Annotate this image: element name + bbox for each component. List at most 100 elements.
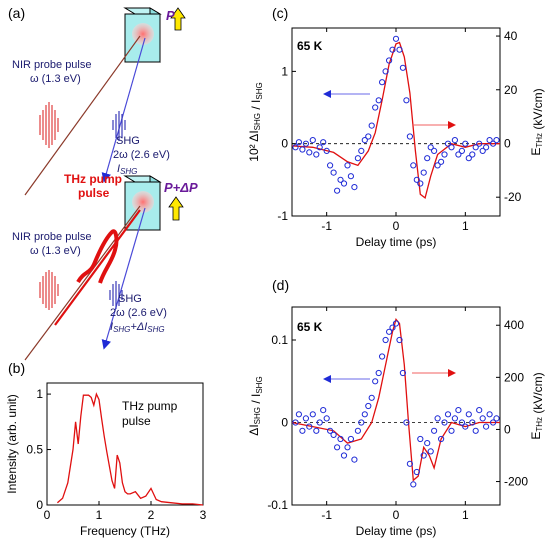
chart-c-ytick-label: 1 bbox=[281, 64, 288, 78]
chart-d-data-point bbox=[313, 427, 320, 434]
chart-d-data-point bbox=[302, 415, 309, 422]
chart-c-data-point bbox=[309, 137, 316, 144]
thz-pulse bbox=[76, 229, 119, 284]
chart-c-data-point bbox=[292, 144, 299, 151]
chart-c-data-point bbox=[299, 146, 306, 153]
shg-pulse-bottom bbox=[109, 281, 123, 309]
panel-c-label: (c) bbox=[272, 5, 288, 21]
shg-energy-top: 2ω (2.6 eV) bbox=[113, 149, 170, 161]
chart-c-frame bbox=[291, 27, 501, 217]
chart-c-data-point bbox=[403, 97, 410, 104]
chart-b-xtick-label: 0 bbox=[44, 508, 51, 522]
chart-d-data-point bbox=[403, 419, 410, 426]
polarization-label-bottom: P+ΔP bbox=[164, 180, 198, 195]
chart-d-data-point bbox=[455, 407, 462, 414]
panel-b-annotation-1: THz pump bbox=[122, 399, 178, 413]
chart-c-ethz-line bbox=[291, 41, 500, 200]
chart-c-data-point bbox=[472, 144, 479, 151]
chart-d-data-point bbox=[344, 444, 351, 451]
chart-c-data-point bbox=[469, 151, 476, 158]
chart-c-data-point bbox=[396, 46, 403, 53]
chart-d-ethz-line bbox=[291, 318, 500, 482]
panel-b-annotation-2: pulse bbox=[122, 414, 151, 428]
chart-b-xtick-label: 2 bbox=[148, 508, 155, 522]
chart-c-y2tick-label: 20 bbox=[504, 83, 518, 97]
chart-d-data-point bbox=[327, 427, 334, 434]
chart-d-data-point bbox=[413, 468, 420, 476]
chart-b-ylabel: Intensity (arb. unit) bbox=[5, 394, 19, 493]
chart-d-data-point bbox=[410, 481, 417, 488]
chart-c-data-point bbox=[365, 133, 372, 140]
chart-d-ytick-label: 0.1 bbox=[271, 333, 288, 347]
pump-title-2: pulse bbox=[78, 186, 110, 200]
chart-d-data-point bbox=[334, 444, 341, 451]
chart-d-data-point bbox=[427, 448, 434, 455]
chart-c-data-point bbox=[465, 155, 472, 162]
probe-energy-bottom: ω (1.3 eV) bbox=[30, 245, 81, 257]
chart-c-data-point bbox=[337, 176, 344, 183]
chart-d-data-point bbox=[493, 415, 500, 422]
chart-c-data-point bbox=[462, 140, 469, 147]
chart-c-data-point bbox=[490, 140, 497, 147]
chart-b-xtick-label: 1 bbox=[96, 508, 103, 522]
chart-d-data-point bbox=[365, 402, 372, 410]
chart-d-data-point bbox=[361, 411, 368, 418]
chart-d-data-point bbox=[424, 440, 431, 447]
chart-d-data-point bbox=[441, 419, 448, 426]
chart-d-data-point bbox=[417, 435, 424, 443]
chart-c-ylabel: 10² ΔISHG / ISHG bbox=[247, 82, 264, 161]
chart-c-xtick-label: 1 bbox=[462, 219, 469, 233]
chart-c-data-point bbox=[320, 139, 327, 146]
chart-c-data-point bbox=[431, 147, 438, 154]
chart-c-data-point bbox=[358, 147, 365, 154]
chart-d-data-point bbox=[472, 427, 479, 434]
shg-energy-bottom: 2ω (2.6 eV) bbox=[110, 307, 167, 319]
probe-pulse-bottom bbox=[39, 270, 59, 310]
chart-c-xtick-label: 0 bbox=[393, 219, 400, 233]
chart-c-data-point bbox=[441, 151, 448, 158]
shg-beam-top bbox=[101, 37, 146, 183]
chart-d-data-point bbox=[354, 427, 361, 434]
chart-c-data-point bbox=[382, 68, 389, 75]
chart-d-data-point bbox=[486, 411, 493, 418]
shg-pulse-top bbox=[112, 111, 126, 141]
probe-beam-bottom bbox=[24, 205, 141, 361]
probe-title-top: NIR probe pulse bbox=[12, 59, 92, 71]
chart-c-data-point bbox=[427, 144, 434, 151]
chart-d-data-point bbox=[379, 353, 386, 360]
chart-c-ytick-label: 0 bbox=[281, 137, 288, 151]
chart-c-data-point bbox=[455, 151, 462, 158]
chart-d-data-point bbox=[406, 460, 413, 467]
chart-c-data-point bbox=[323, 147, 330, 154]
chart-d-data-point bbox=[476, 407, 483, 414]
chart-c-data-point bbox=[372, 104, 379, 111]
chart-c-data-point bbox=[410, 162, 417, 169]
panel-b-label: (b) bbox=[8, 360, 25, 376]
chart-d-data-point bbox=[340, 452, 348, 459]
chart-c: -1 0 1 -1 0 1 -20 0 20 40 Delay time (ps) 10² ΔISHG… bbox=[247, 27, 545, 249]
chart-c-xtick-label: -1 bbox=[321, 219, 332, 233]
chart-c-data-point bbox=[347, 173, 354, 180]
chart-c-data-point bbox=[476, 140, 483, 147]
chart-c-y2tick-label: 0 bbox=[504, 136, 511, 150]
probe-energy-top: ω (1.3 eV) bbox=[30, 73, 81, 85]
chart-c-data-point bbox=[444, 140, 452, 147]
chart-c-data-point bbox=[361, 137, 368, 144]
chart-d-data-point bbox=[292, 419, 299, 426]
chart-d-data-point bbox=[295, 411, 302, 418]
chart-d-data-point bbox=[299, 427, 306, 434]
chart-c-y2tick-label: -20 bbox=[504, 190, 522, 204]
chart-d-data-point bbox=[306, 423, 313, 430]
chart-d-data-point bbox=[483, 423, 490, 430]
chart-d-data-point bbox=[444, 411, 452, 418]
chart-b-frame bbox=[46, 382, 204, 506]
chart-c-data-point bbox=[295, 139, 302, 146]
chart-d-data-point bbox=[462, 423, 469, 430]
chart-b-xtick-label: 3 bbox=[200, 508, 207, 522]
chart-d-ylabel: ΔISHG / ISHG bbox=[247, 376, 264, 435]
pump-beam bbox=[54, 209, 141, 326]
chart-d-data-point bbox=[330, 431, 337, 438]
chart-d-data-point bbox=[320, 407, 327, 414]
shg-intensity-top: ISHG bbox=[117, 163, 137, 176]
